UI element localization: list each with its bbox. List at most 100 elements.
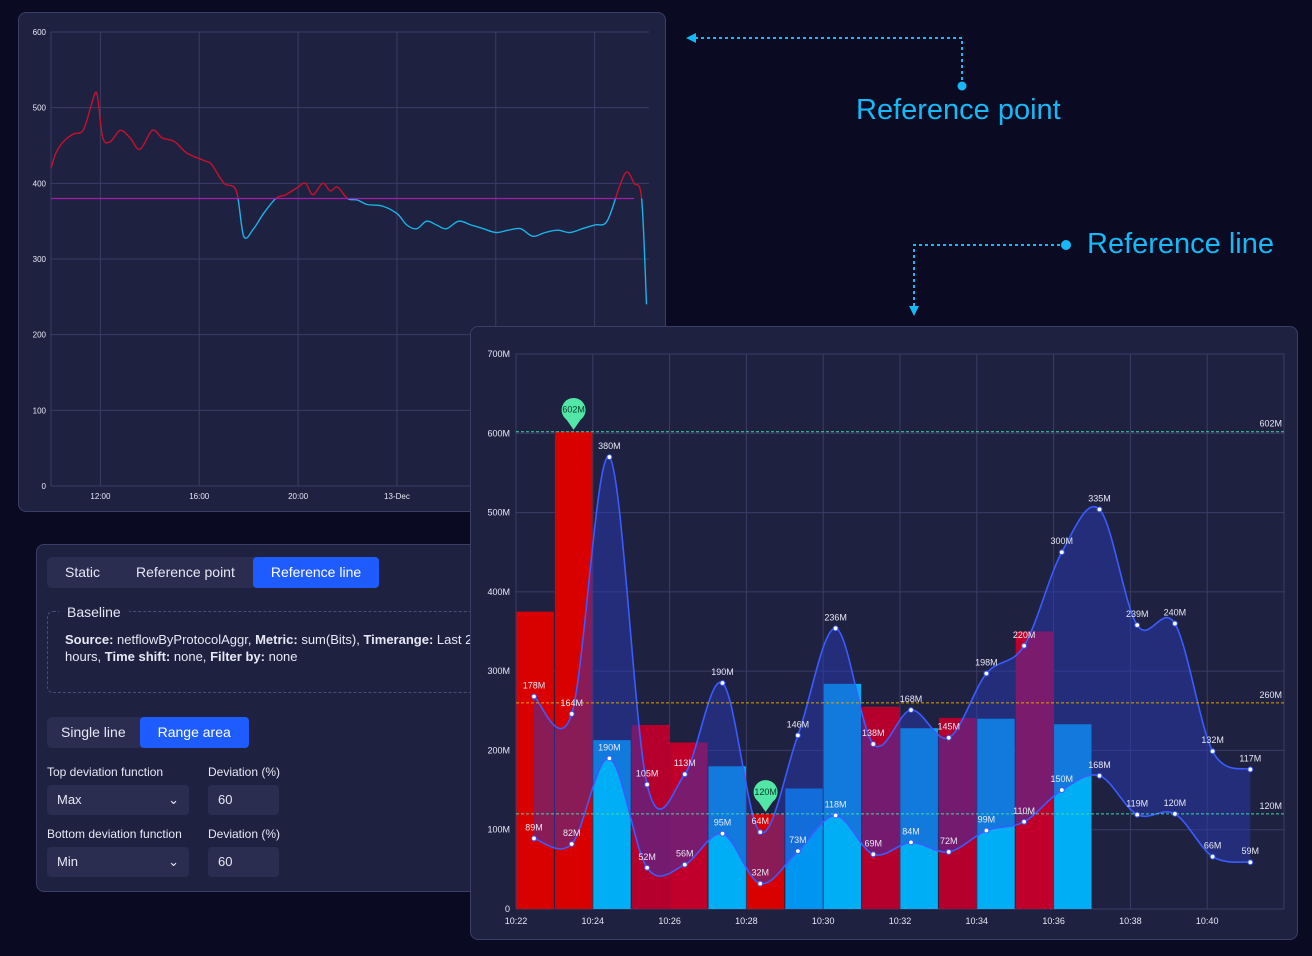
bar [862, 706, 900, 909]
top-deviation-label: Deviation (%) [208, 765, 281, 779]
baseline-title: Baseline [59, 604, 129, 620]
y-tick-label: 200M [487, 745, 510, 755]
bottom-deviation-point [606, 755, 613, 762]
bottom-deviation-function-select[interactable]: Min ⌄ [47, 847, 189, 877]
x-tick-label: 10:36 [1042, 916, 1065, 926]
reference-line-chart: 0 100M 200M 300M 400M 500M 600M 700M 602M 260M 120… [487, 349, 1285, 926]
top-deviation-label: 198M [975, 658, 998, 668]
bottom-deviation-point [1134, 811, 1141, 818]
x-tick-label: 16:00 [189, 492, 210, 501]
reference-point-connector [694, 37, 963, 86]
x-tick-label: 10:34 [966, 916, 989, 926]
top-deviation-label: 117M [1239, 753, 1261, 763]
bottom-deviation-point [1096, 772, 1103, 779]
reference-point-connector-arrow [686, 33, 696, 43]
top-deviation-point [1021, 642, 1027, 649]
top-deviation-label: 64M [751, 816, 769, 826]
top-deviation-function-label: Top deviation function [47, 765, 164, 779]
metric-value: sum(Bits), [301, 632, 360, 647]
y-tick-label: 600M [487, 428, 510, 438]
bar [631, 725, 670, 909]
reference-line-label: 120M [1259, 801, 1282, 811]
bottom-deviation-point [1058, 787, 1065, 793]
top-deviation-point [757, 829, 764, 835]
top-deviation-point [1058, 549, 1065, 556]
y-tick-label: 300M [487, 666, 510, 676]
chevron-down-icon: ⌄ [168, 854, 179, 869]
metric-label: Metric: [255, 632, 298, 647]
tab-single-line[interactable]: Single line [61, 724, 126, 740]
bottom-deviation-label: 56M [676, 849, 694, 859]
y-tick-label: 700M [487, 349, 510, 359]
top-deviation-label: 146M [787, 719, 810, 729]
bottom-deviation-label: 190M [598, 742, 621, 752]
x-tick-label: 10:26 [658, 916, 681, 926]
bar [516, 611, 554, 909]
y-tick-label: 0 [505, 904, 510, 914]
top-deviation-label: 132M [1201, 735, 1224, 745]
deviation-range-area [534, 456, 1251, 884]
filter-value: none [268, 649, 298, 664]
top-deviation-label: 220M [1013, 630, 1036, 640]
reference-settings-panel: Static Reference point Reference line Ba… [36, 544, 506, 892]
top-deviation-point [983, 670, 990, 677]
reference-point-marker [753, 780, 778, 812]
top-deviation-point [531, 693, 537, 700]
bottom-deviation-point [1172, 810, 1178, 817]
bottom-deviation-label: 32M [751, 868, 769, 878]
top-deviation-line [533, 456, 1251, 834]
timerange-label: Timerange: [363, 632, 434, 647]
top-deviation-point [606, 454, 613, 460]
bottom-deviation-point [757, 880, 764, 887]
reference-line-label: 260M [1259, 690, 1282, 700]
bottom-deviation-point [945, 849, 952, 855]
reference-line-connector-dot [1061, 240, 1071, 250]
top-deviation-function-select[interactable]: Max ⌄ [47, 785, 189, 815]
x-tick-label: 10:30 [812, 916, 835, 926]
bar [746, 813, 785, 909]
top-deviation-label: 145M [937, 722, 960, 732]
baseline-group [47, 611, 505, 693]
top-deviation-point [1134, 622, 1141, 629]
timerange-value: Last 24 hours, [65, 632, 480, 664]
tab-reference-point[interactable]: Reference point [136, 564, 235, 580]
reference-line-label: 602M [1259, 419, 1282, 429]
top-deviation-label: 300M [1051, 536, 1074, 546]
tab-static[interactable]: Static [65, 564, 101, 580]
reference-point-connector-dot [957, 81, 967, 91]
bottom-deviation-input[interactable]: 60 [208, 847, 279, 877]
bottom-deviation-point [1209, 853, 1216, 860]
y-tick-label: 500 [33, 104, 47, 113]
reference-point-chart-panel: 0 100 200 300 400 500 600 12:00 16:00 20:00 13-Dec [18, 12, 666, 512]
top-deviation-input[interactable]: 60 [208, 785, 279, 815]
series-line-below-reference [237, 198, 648, 305]
y-tick-label: 100 [33, 406, 47, 415]
x-tick-label: 20:00 [288, 492, 309, 501]
top-deviation-label: 113M [674, 758, 696, 768]
bar [1054, 724, 1092, 909]
top-deviation-point [1096, 506, 1103, 513]
tab-reference-line[interactable]: Reference line [252, 557, 380, 588]
y-tick-label: 0 [42, 482, 47, 491]
bottom-deviation-point [681, 861, 688, 868]
y-tick-label: 100M [487, 825, 510, 835]
top-deviation-point [1172, 620, 1178, 627]
tab-range-area[interactable]: Range area [139, 717, 249, 748]
top-deviation-point [795, 732, 801, 739]
top-deviation-label: 105M [636, 769, 659, 779]
top-deviation-label: 190M [711, 667, 734, 677]
bottom-deviation-label: 66M [1204, 841, 1222, 851]
y-tick-label: 300 [33, 255, 47, 264]
y-tick-label: 400M [487, 587, 510, 597]
bottom-deviation-point [568, 841, 575, 847]
bottom-deviation-label: Deviation (%) [208, 827, 281, 841]
line-mode-tabs: Single line Range area [47, 717, 249, 748]
bottom-deviation-point [908, 839, 914, 846]
bottom-deviation-label: 119M [1126, 799, 1148, 809]
top-deviation-label: 236M [824, 612, 847, 622]
top-deviation-label: 138M [862, 728, 885, 738]
x-tick-label: 12:00 [90, 492, 111, 501]
bottom-deviation-label: 118M [825, 799, 847, 809]
bottom-deviation-function-value: Min [57, 854, 78, 869]
bottom-deviation-label: 73M [789, 835, 807, 845]
